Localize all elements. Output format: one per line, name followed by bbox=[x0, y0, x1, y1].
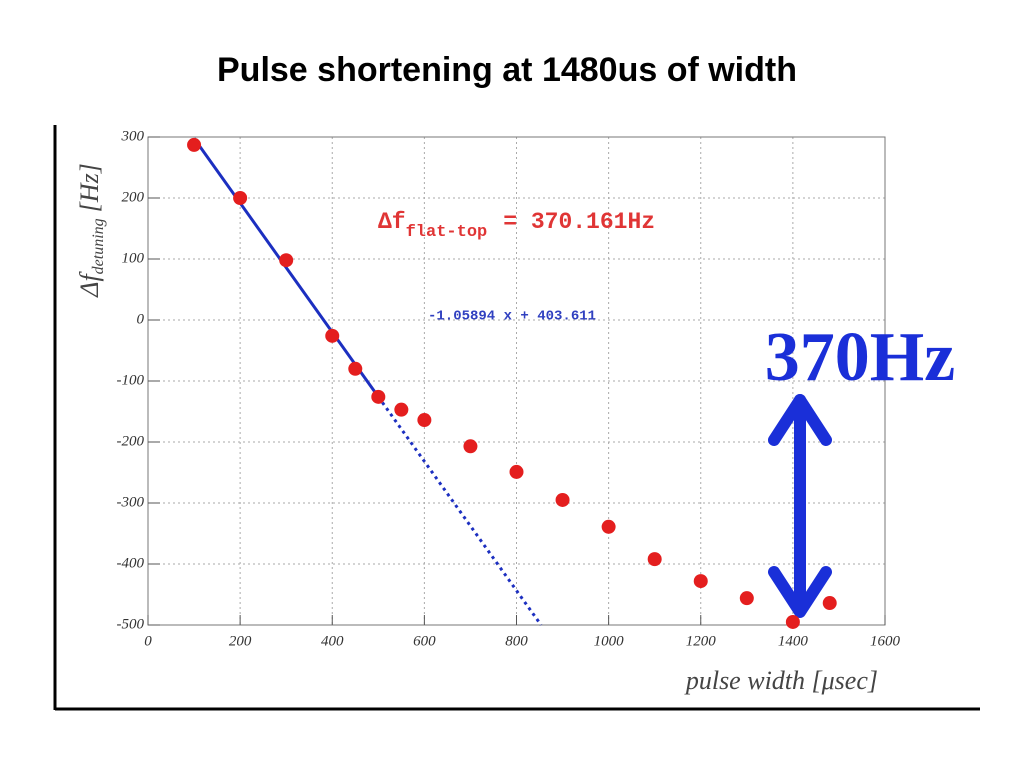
y-axis-label: Δfdetuning [Hz] bbox=[75, 163, 107, 298]
data-point bbox=[463, 439, 478, 454]
chart-frame bbox=[55, 125, 980, 710]
data-point bbox=[233, 191, 248, 205]
big-label: 370Hz bbox=[765, 319, 956, 396]
data-point bbox=[417, 413, 432, 428]
data-point bbox=[785, 614, 800, 629]
y-tick-label: -400 bbox=[117, 555, 145, 571]
annotation-main: Δf bbox=[378, 209, 406, 235]
annotation: Δfflat-top = 370.161Hz bbox=[378, 209, 655, 242]
y-tick-label: 100 bbox=[122, 250, 145, 266]
x-tick-label: 1200 bbox=[686, 633, 717, 649]
annotation-sub: flat-top bbox=[406, 223, 488, 242]
data-point bbox=[555, 492, 570, 507]
data-point bbox=[693, 574, 708, 589]
x-tick-label: 1400 bbox=[778, 633, 809, 649]
data-point bbox=[739, 591, 754, 606]
y-tick-label: 200 bbox=[122, 189, 145, 205]
y-tick-label: -100 bbox=[117, 372, 145, 388]
x-axis-label: pulse width [μsec] bbox=[684, 666, 878, 695]
y-label-unit: [Hz] bbox=[75, 163, 104, 212]
annotation-rest: = 370.161Hz bbox=[503, 209, 655, 235]
y-label-sub: detuning bbox=[90, 218, 107, 274]
data-point bbox=[394, 402, 409, 417]
arrow-head bbox=[768, 566, 832, 618]
data-point bbox=[187, 137, 202, 152]
y-tick-label: -300 bbox=[117, 494, 145, 510]
fit-extrapolation bbox=[377, 395, 543, 626]
data-point bbox=[371, 389, 386, 404]
data-point bbox=[325, 328, 340, 343]
x-tick-label: 0 bbox=[144, 633, 152, 649]
y-tick-label: -200 bbox=[117, 433, 145, 449]
x-tick-label: 600 bbox=[413, 633, 436, 649]
y-tick-label: -500 bbox=[117, 616, 145, 632]
data-point bbox=[601, 519, 616, 534]
double-arrow bbox=[768, 394, 832, 618]
data-point bbox=[822, 596, 837, 611]
data-point bbox=[348, 361, 363, 376]
fit-line bbox=[192, 137, 380, 398]
data-point bbox=[647, 552, 662, 567]
data-point bbox=[279, 253, 294, 268]
x-tick-label: 1000 bbox=[594, 633, 625, 649]
arrow-head bbox=[768, 394, 832, 446]
y-label-main: Δf bbox=[75, 271, 104, 298]
fit-label: -1.05894 x + 403.611 bbox=[428, 309, 596, 325]
x-tick-label: 800 bbox=[505, 633, 528, 649]
x-tick-label: 1600 bbox=[870, 633, 901, 649]
x-tick-label: 400 bbox=[321, 633, 344, 649]
y-axis-label-text: Δfdetuning [Hz] bbox=[75, 163, 107, 298]
y-tick-label: 300 bbox=[121, 128, 145, 144]
x-tick-label: 200 bbox=[229, 633, 252, 649]
chart-title: Pulse shortening at 1480us of width bbox=[217, 51, 797, 89]
data-point bbox=[509, 464, 524, 479]
y-tick-label: 0 bbox=[137, 311, 145, 327]
